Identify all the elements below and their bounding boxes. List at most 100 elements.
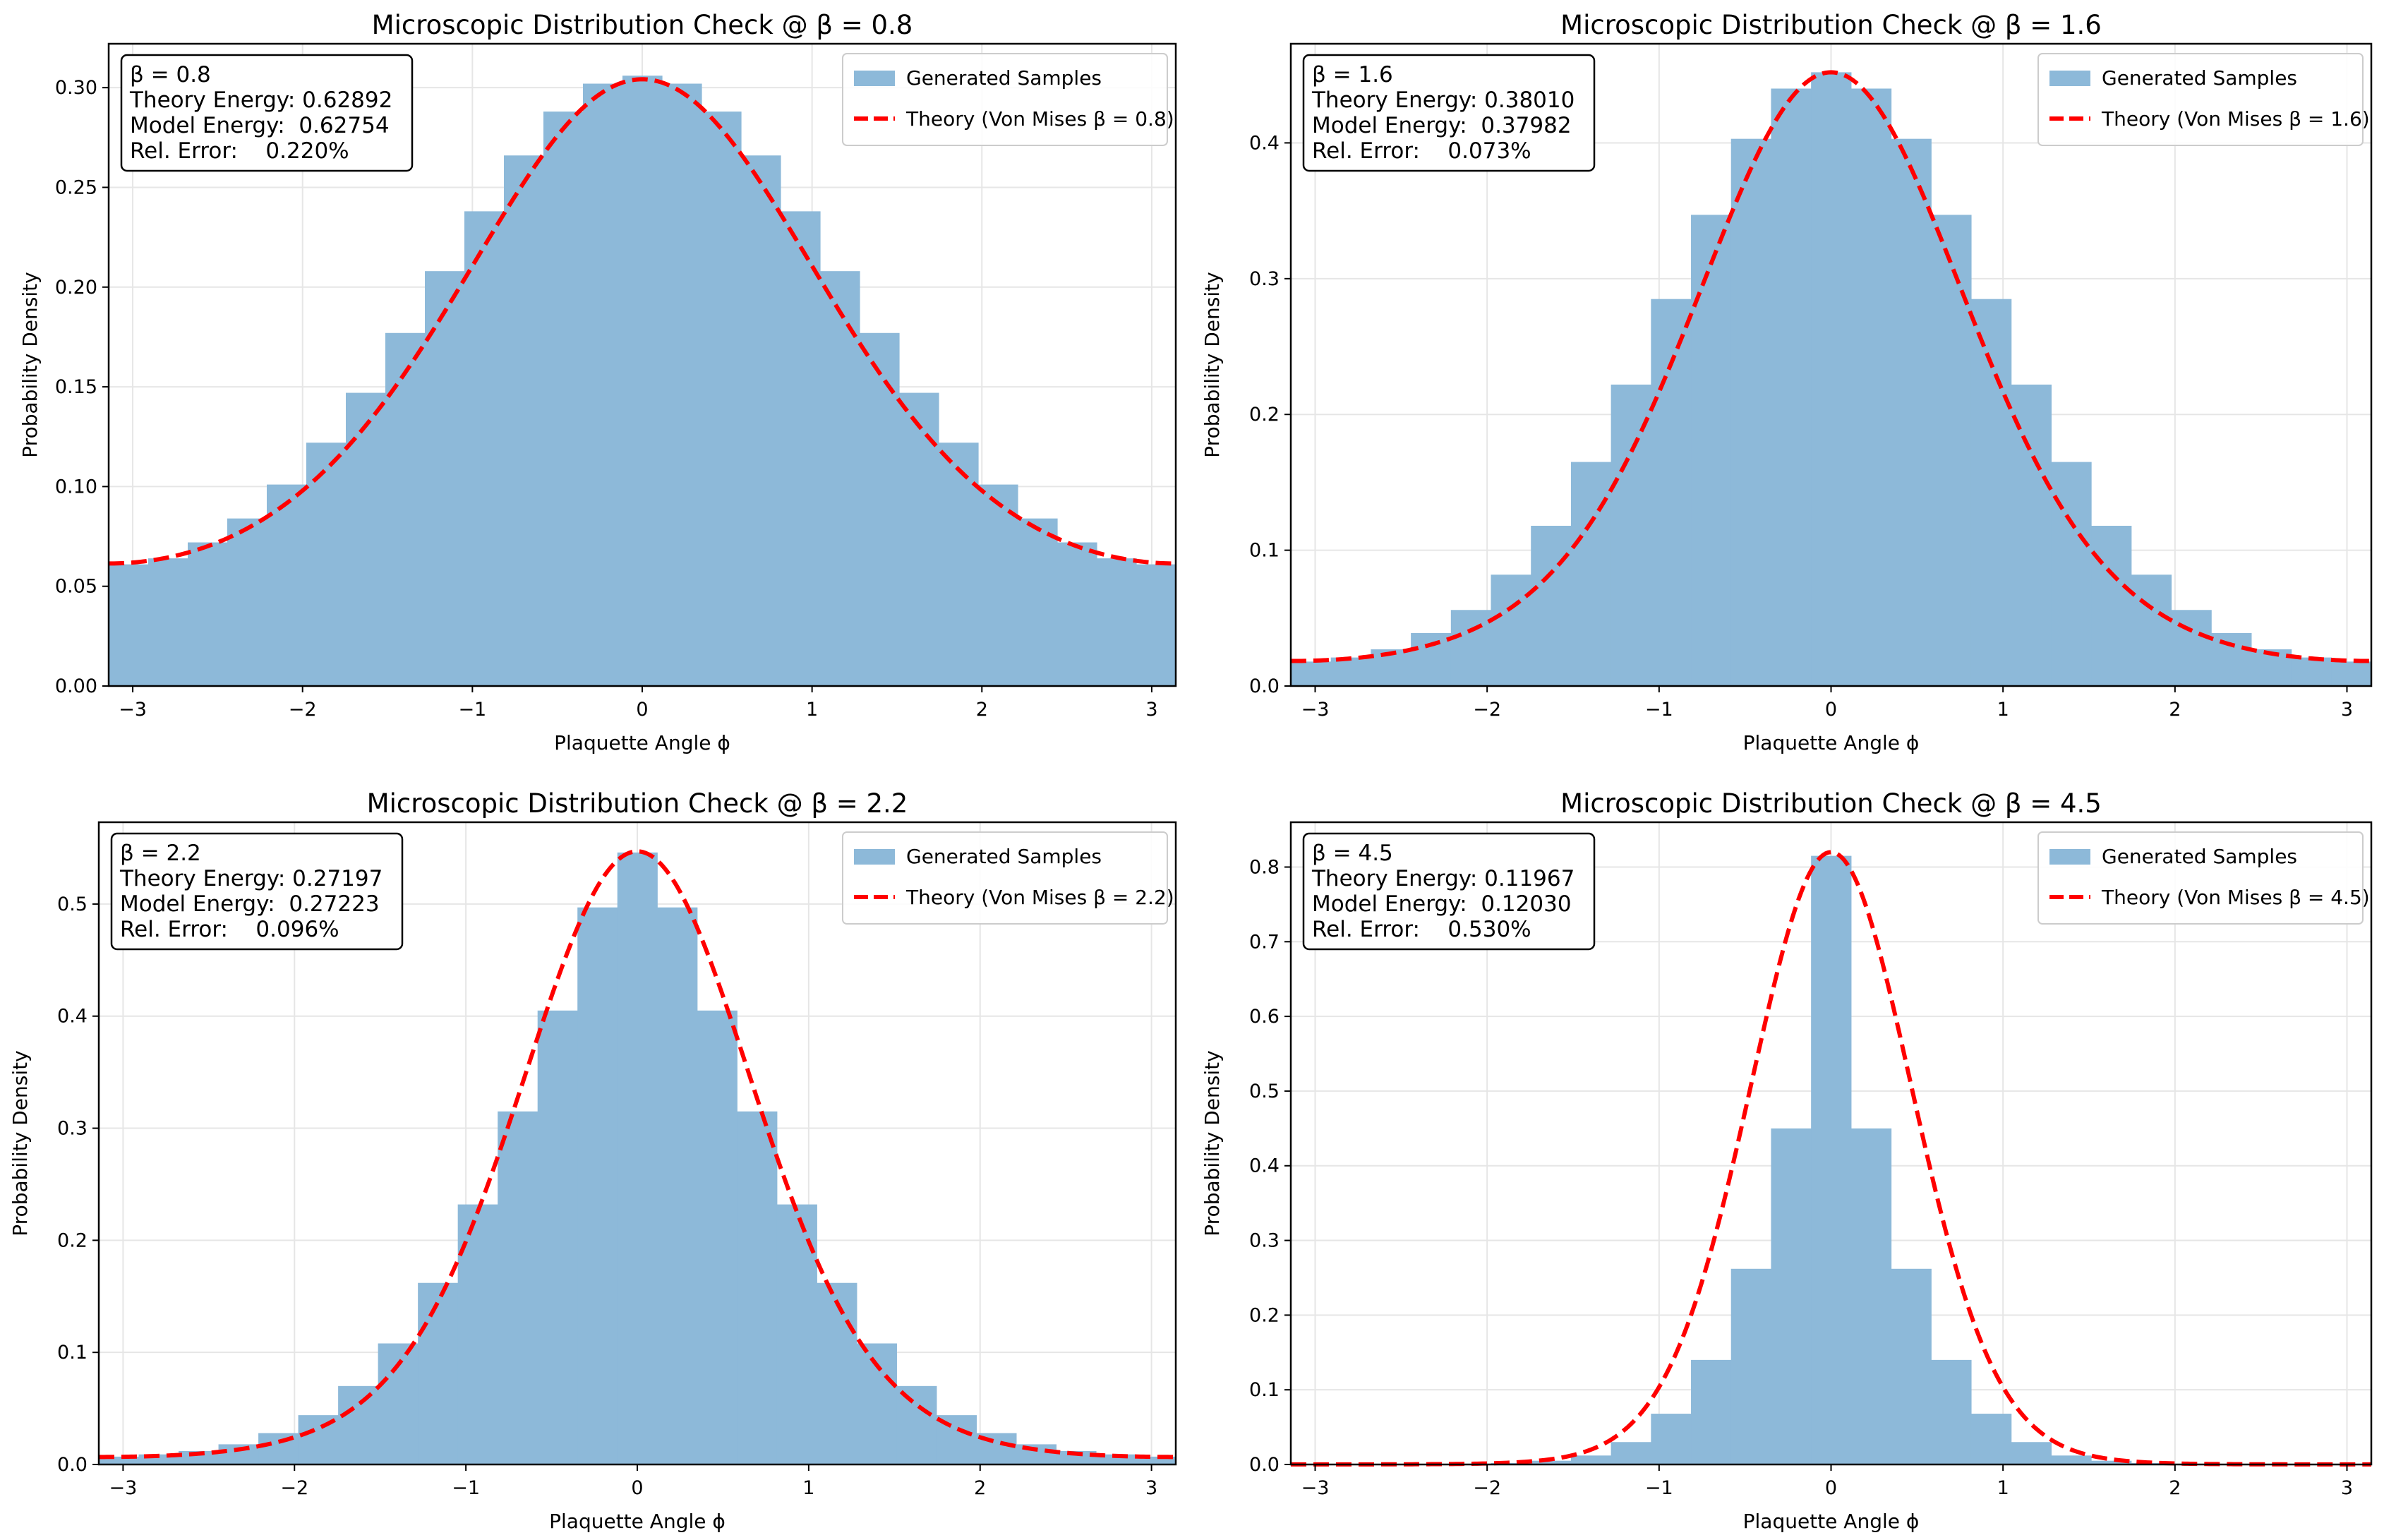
histogram-bar xyxy=(1531,525,1572,686)
histogram-bar xyxy=(1057,542,1097,686)
histogram-bar xyxy=(2171,610,2212,686)
histogram-bar xyxy=(1450,610,1492,686)
histogram-bar xyxy=(1850,88,1892,686)
y-tick-label: 0.30 xyxy=(55,77,97,99)
chart-panel-1: −3 −2 −1 0 1 2 3 0.00 0.05 0.10 0.15 0.20 0.25 0.30 Mi… xyxy=(18,10,1177,754)
histogram-bar xyxy=(464,211,505,686)
legend-swatch-hist xyxy=(854,71,895,86)
legend: Generated Samples Theory (Von Mises β = 1… xyxy=(2037,53,2370,146)
legend-label-hist: Generated Samples xyxy=(2102,845,2297,868)
y-tick-label: 0.4 xyxy=(57,1006,88,1028)
histogram-bar xyxy=(425,271,465,686)
histogram-bar xyxy=(1651,299,1692,686)
x-axis-label: Plaquette Angle ϕ xyxy=(549,1510,726,1533)
y-tick-label: 0.5 xyxy=(57,894,88,915)
histogram-bars xyxy=(1450,855,2212,1464)
histogram-bars xyxy=(1291,72,2372,687)
histogram-bar xyxy=(896,1385,937,1464)
histogram-bar xyxy=(820,271,860,686)
stats-rel-error: Rel. Error: 0.073% xyxy=(1312,138,1531,164)
histogram-bar xyxy=(1136,564,1176,686)
stats-beta: β = 2.2 xyxy=(120,841,201,866)
histogram-bar xyxy=(817,1282,857,1464)
legend: Generated Samples Theory (Von Mises β = 2… xyxy=(842,831,1174,925)
x-tick-label: −1 xyxy=(1645,699,1673,721)
histogram-bar xyxy=(2291,657,2332,686)
histogram-bar xyxy=(1850,1128,1892,1464)
legend-swatch-hist xyxy=(854,849,895,865)
histogram-bar xyxy=(577,907,618,1464)
x-tick-label: 3 xyxy=(2341,1477,2353,1499)
histogram-bar xyxy=(2011,384,2052,686)
x-tick-label: −1 xyxy=(458,699,486,721)
y-axis: 0.0 0.1 0.2 0.3 0.4 0.5 0.6 0.7 0.8 xyxy=(1249,856,1291,1476)
stats-beta: β = 4.5 xyxy=(1312,841,1393,866)
histogram-bar xyxy=(1136,1456,1176,1464)
histogram-bar xyxy=(899,392,939,686)
x-tick-label: 1 xyxy=(806,699,818,721)
x-axis: −3 −2 −1 0 1 2 3 xyxy=(109,1464,1157,1499)
histogram-bar xyxy=(856,1343,897,1464)
y-axis-label: Probability Density xyxy=(1200,272,1224,457)
x-tick-label: −1 xyxy=(1645,1477,1673,1499)
x-tick-label: 3 xyxy=(2341,699,2353,721)
x-tick-label: −3 xyxy=(1301,1477,1330,1499)
y-tick-label: 0.7 xyxy=(1249,931,1280,953)
histogram-bar xyxy=(657,907,698,1464)
theory-curve xyxy=(1291,70,2371,663)
histogram-bar xyxy=(617,852,658,1464)
histogram-bar xyxy=(781,211,821,686)
x-tick-label: −2 xyxy=(1473,1477,1501,1499)
histogram-bar xyxy=(1018,518,1058,686)
x-tick-label: 3 xyxy=(1145,699,1157,721)
histogram-bar xyxy=(109,564,149,686)
y-axis-label: Probability Density xyxy=(18,272,42,457)
histogram-bar xyxy=(1097,558,1137,686)
histogram-bar xyxy=(697,1010,738,1464)
stats-beta: β = 0.8 xyxy=(130,62,211,88)
histogram-bar xyxy=(418,1282,459,1464)
histogram-bar xyxy=(1730,138,1772,686)
stats-rel-error: Rel. Error: 0.530% xyxy=(1312,917,1531,942)
y-tick-label: 0.5 xyxy=(1249,1081,1280,1102)
y-tick-label: 0.3 xyxy=(57,1118,88,1140)
x-tick-label: 1 xyxy=(1997,1477,2009,1499)
histogram-bar xyxy=(1970,1414,2012,1464)
histogram-bar xyxy=(2091,525,2132,686)
histogram-bar xyxy=(148,558,188,686)
histogram-bar xyxy=(860,332,900,686)
legend-label-theory: Theory (Von Mises β = 1.6) xyxy=(2101,107,2370,131)
legend-label-hist: Generated Samples xyxy=(906,845,1102,868)
histogram-bar xyxy=(227,518,267,686)
y-tick-label: 0.00 xyxy=(55,675,97,697)
x-tick-label: −3 xyxy=(1301,699,1330,721)
y-axis-label: Probability Density xyxy=(8,1050,32,1236)
chart-panel-2: −3 −2 −1 0 1 2 3 0.0 0.1 0.2 0.3 0.4 Microscopic Dis… xyxy=(1200,10,2373,754)
histogram-bars xyxy=(99,852,1176,1464)
histogram-bar xyxy=(306,443,347,686)
histogram-bar xyxy=(741,155,781,686)
histogram-bar xyxy=(1811,72,1852,687)
y-tick-label: 0.1 xyxy=(1249,1379,1280,1401)
stats-beta: β = 1.6 xyxy=(1312,62,1393,88)
histogram-bar xyxy=(1570,1455,1612,1464)
legend-swatch-hist xyxy=(2049,849,2090,865)
x-axis-label: Plaquette Angle ϕ xyxy=(1743,1510,1920,1533)
legend-box xyxy=(2037,831,2364,925)
y-tick-label: 0.0 xyxy=(1249,675,1280,697)
y-tick-label: 0.6 xyxy=(1249,1006,1280,1028)
histogram-bar xyxy=(338,1385,379,1464)
x-tick-label: −2 xyxy=(1473,699,1501,721)
y-tick-label: 0.25 xyxy=(55,176,97,198)
histogram-bar xyxy=(188,542,228,686)
legend-box xyxy=(842,831,1168,925)
stats-model-energy: Model Energy: 0.27223 xyxy=(120,891,380,917)
y-tick-label: 0.8 xyxy=(1249,856,1280,878)
stats-model-energy: Model Energy: 0.37982 xyxy=(1312,113,1572,138)
x-tick-label: −2 xyxy=(289,699,317,721)
histogram-bar xyxy=(2051,1455,2092,1464)
